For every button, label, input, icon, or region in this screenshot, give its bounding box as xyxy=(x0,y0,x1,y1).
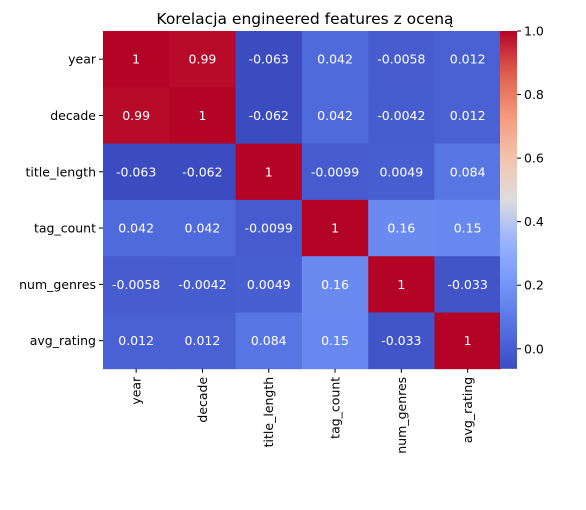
heatmap-cell-num_genres-avg_rating xyxy=(434,256,502,313)
cell-value-label: 0.084 xyxy=(251,333,287,348)
chart-title: Korelacja engineered features z oceną xyxy=(156,10,453,28)
heatmap-cell-decade-title_length xyxy=(235,87,303,144)
cell-value-label: -0.0042 xyxy=(178,277,226,292)
cell-value-label: 0.042 xyxy=(185,221,221,236)
x-tick-label: tag_count xyxy=(328,377,343,439)
x-axis: year decade title_length tag_count num_genre… xyxy=(129,368,475,454)
cell-value-label: 0.16 xyxy=(387,221,415,236)
heatmap-cell-avg_rating-avg_rating xyxy=(434,312,502,370)
heatmap-cell-avg_rating-decade xyxy=(169,312,236,370)
x-tick-label: num_genres xyxy=(394,377,409,454)
heatmap-cell-labels: 1 0.99 -0.063 0.042 -0.0058 0.012 0.99 1 -0.062 0… xyxy=(112,52,488,348)
heatmap-cell-title_length-year xyxy=(103,143,170,201)
x-tick-label: avg_rating xyxy=(460,377,475,443)
colorbar-tick-label: 0.0 xyxy=(524,341,544,356)
cell-value-label: 0.0049 xyxy=(379,164,423,179)
y-tick-label: num_genres xyxy=(19,277,96,292)
y-tick-label: year xyxy=(68,52,97,67)
cell-value-label: -0.0042 xyxy=(377,108,425,123)
cell-value-label: -0.063 xyxy=(249,52,289,67)
cell-value-label: 0.012 xyxy=(450,108,486,123)
cell-value-label: 0.012 xyxy=(118,333,154,348)
colorbar-gradient xyxy=(500,31,517,369)
colorbar: 0.0 0.2 0.4 0.6 0.8 1.0 xyxy=(500,24,544,369)
colorbar-tick-label: 0.2 xyxy=(524,278,544,293)
cell-value-label: 0.042 xyxy=(317,108,353,123)
heatmap-cell-num_genres-year xyxy=(103,256,170,313)
cell-value-label: -0.063 xyxy=(116,164,156,179)
heatmap-cell-year-num_genres xyxy=(368,31,435,88)
heatmap-cell-year-decade xyxy=(169,31,236,88)
heatmap-cell-decade-year xyxy=(103,87,170,144)
heatmap-cells xyxy=(103,31,502,370)
cell-value-label: 0.084 xyxy=(450,164,486,179)
colorbar-tick-label: 0.8 xyxy=(524,87,544,102)
heatmap-cell-num_genres-num_genres xyxy=(368,256,435,313)
cell-value-label: 0.15 xyxy=(321,333,349,348)
heatmap-cell-decade-num_genres xyxy=(368,87,435,144)
cell-value-label: 0.0049 xyxy=(247,277,291,292)
heatmap-cell-avg_rating-year xyxy=(103,312,170,370)
heatmap-cell-title_length-decade xyxy=(169,143,236,201)
heatmap-cell-decade-decade xyxy=(169,87,236,144)
heatmap-cell-tag_count-decade xyxy=(169,199,236,257)
cell-value-label: -0.0058 xyxy=(112,277,160,292)
cell-value-label: 1 xyxy=(464,333,472,348)
heatmap-cell-tag_count-num_genres xyxy=(368,199,435,257)
heatmap-cell-year-year xyxy=(103,31,170,88)
heatmap-cell-title_length-avg_rating xyxy=(434,143,502,201)
heatmap-cell-tag_count-avg_rating xyxy=(434,199,502,257)
cell-value-label: 1 xyxy=(132,52,140,67)
cell-value-label: 0.042 xyxy=(317,52,353,67)
colorbar-tick-label: 1.0 xyxy=(524,24,544,39)
heatmap-cell-num_genres-title_length xyxy=(235,256,303,313)
cell-value-label: 1 xyxy=(198,108,206,123)
cell-value-label: 1 xyxy=(265,164,273,179)
cell-value-label: -0.033 xyxy=(448,277,488,292)
cell-value-label: 1 xyxy=(397,277,405,292)
y-tick-label: title_length xyxy=(25,164,96,179)
x-tick-label: decade xyxy=(195,377,210,423)
y-tick-label: decade xyxy=(50,108,96,123)
heatmap-cell-tag_count-tag_count xyxy=(301,199,369,257)
heatmap-cell-tag_count-year xyxy=(103,199,170,257)
cell-value-label: -0.033 xyxy=(381,333,421,348)
cell-value-label: 1 xyxy=(331,221,339,236)
heatmap-cell-decade-avg_rating xyxy=(434,87,502,144)
heatmap-cell-avg_rating-title_length xyxy=(235,312,303,370)
heatmap-cell-avg_rating-tag_count xyxy=(301,312,369,370)
heatmap-cell-year-tag_count xyxy=(301,31,369,88)
heatmap-cell-title_length-title_length xyxy=(235,143,303,201)
x-tick-label: title_length xyxy=(261,377,276,448)
cell-value-label: 0.042 xyxy=(118,221,154,236)
cell-value-label: 0.16 xyxy=(321,277,349,292)
cell-value-label: -0.062 xyxy=(182,164,222,179)
cell-value-label: -0.062 xyxy=(249,108,289,123)
y-tick-label: tag_count xyxy=(34,221,96,236)
heatmap-cell-num_genres-decade xyxy=(169,256,236,313)
heatmap-cell-decade-tag_count xyxy=(301,87,369,144)
heatmap-cell-year-avg_rating xyxy=(434,31,502,88)
cell-value-label: -0.0099 xyxy=(311,164,359,179)
cell-value-label: 0.99 xyxy=(189,52,217,67)
colorbar-tick-label: 0.4 xyxy=(524,214,544,229)
x-tick-label: year xyxy=(129,376,144,405)
cell-value-label: 0.012 xyxy=(185,333,221,348)
cell-value-label: -0.0099 xyxy=(245,221,293,236)
heatmap-cell-tag_count-title_length xyxy=(235,199,303,257)
cell-value-label: -0.0058 xyxy=(377,52,425,67)
y-axis: year decade title_length tag_count num_genre… xyxy=(19,52,103,348)
heatmap-cell-title_length-tag_count xyxy=(301,143,369,201)
colorbar-tick-label: 0.6 xyxy=(524,151,544,166)
heatmap-cell-num_genres-tag_count xyxy=(301,256,369,313)
heatmap-cell-year-title_length xyxy=(235,31,303,88)
heatmap-cell-title_length-num_genres xyxy=(368,143,435,201)
y-tick-label: avg_rating xyxy=(30,333,96,348)
cell-value-label: 0.15 xyxy=(454,221,482,236)
cell-value-label: 0.012 xyxy=(450,52,486,67)
heatmap-cell-avg_rating-num_genres xyxy=(368,312,435,370)
cell-value-label: 0.99 xyxy=(122,108,150,123)
